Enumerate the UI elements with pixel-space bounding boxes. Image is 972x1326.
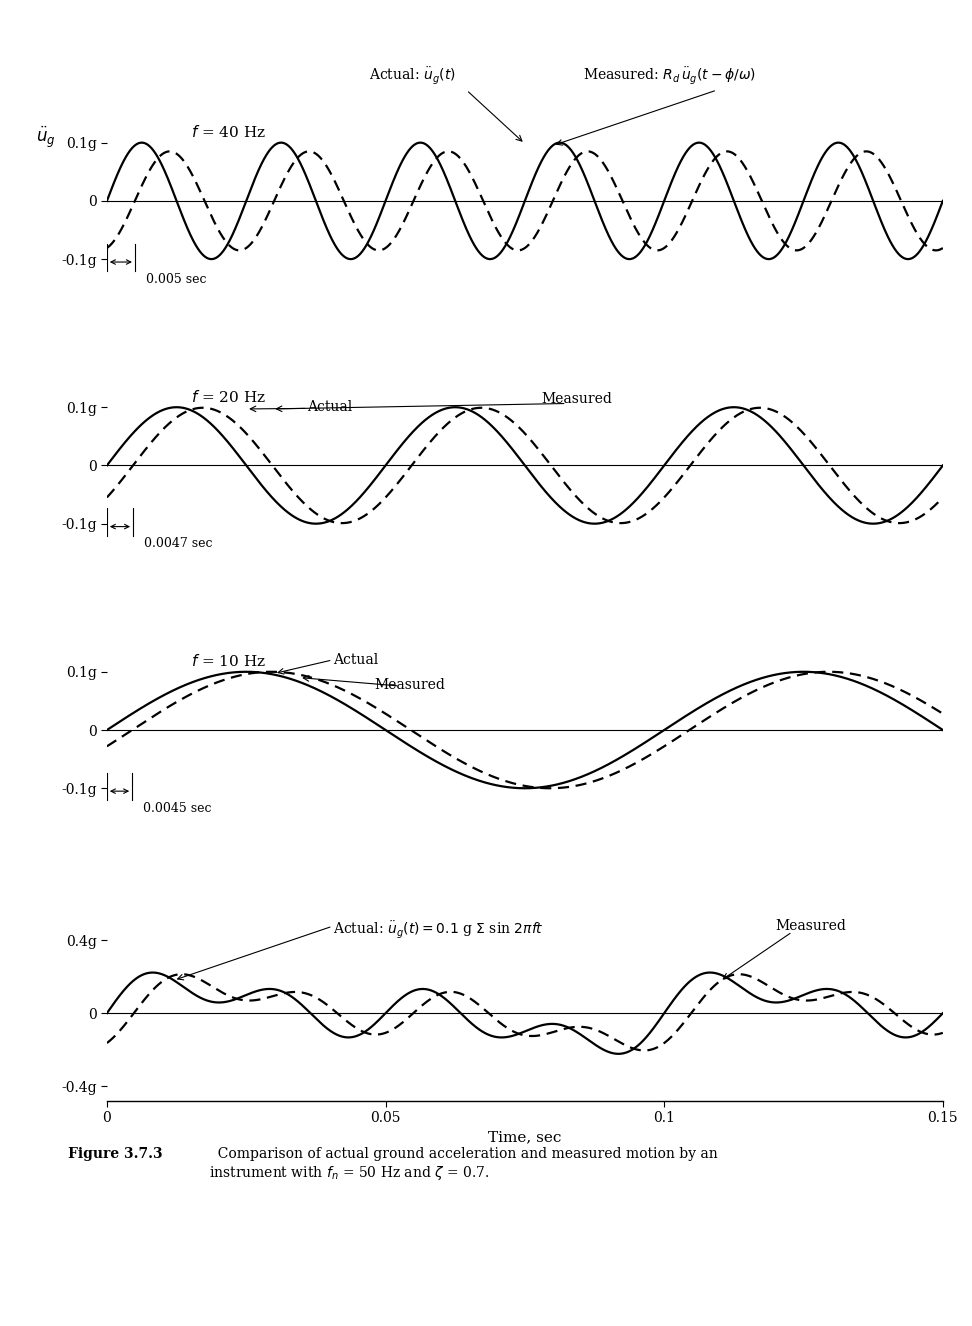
Text: Measured: Measured [776,919,847,932]
Text: $f$ = 40 Hz: $f$ = 40 Hz [191,125,265,141]
Text: Measured: Measured [541,392,612,406]
Text: 0.0047 sec: 0.0047 sec [144,537,213,550]
Text: 0.0045 sec: 0.0045 sec [143,802,212,814]
Text: Actual: $\ddot{u}_g(t)$: Actual: $\ddot{u}_g(t)$ [369,65,456,86]
Text: $f$ = 20 Hz: $f$ = 20 Hz [191,389,265,404]
Text: Actual: $\ddot{u}_g(t) = 0.1$ g $\Sigma$ sin $2\pi ft$: Actual: $\ddot{u}_g(t) = 0.1$ g $\Sigma$… [332,919,543,940]
Text: $\ddot{u}_g$: $\ddot{u}_g$ [36,125,55,150]
Text: Measured: $R_d\,\ddot{u}_g(t - \phi/\omega)$: Measured: $R_d\,\ddot{u}_g(t - \phi/\ome… [583,65,756,86]
Text: Figure 3.7.3: Figure 3.7.3 [68,1147,162,1162]
Text: Comparison of actual ground acceleration and measured motion by an
instrument wi: Comparison of actual ground acceleration… [209,1147,717,1181]
Text: $f$ = 10 Hz: $f$ = 10 Hz [191,654,265,670]
Text: Actual: Actual [332,654,378,667]
Text: Actual: Actual [307,400,353,414]
X-axis label: Time, sec: Time, sec [488,1131,562,1144]
Text: Measured: Measured [374,678,445,692]
Text: 0.005 sec: 0.005 sec [146,273,206,285]
